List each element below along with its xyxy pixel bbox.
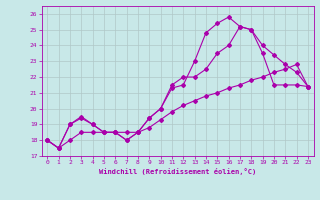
- X-axis label: Windchill (Refroidissement éolien,°C): Windchill (Refroidissement éolien,°C): [99, 168, 256, 175]
